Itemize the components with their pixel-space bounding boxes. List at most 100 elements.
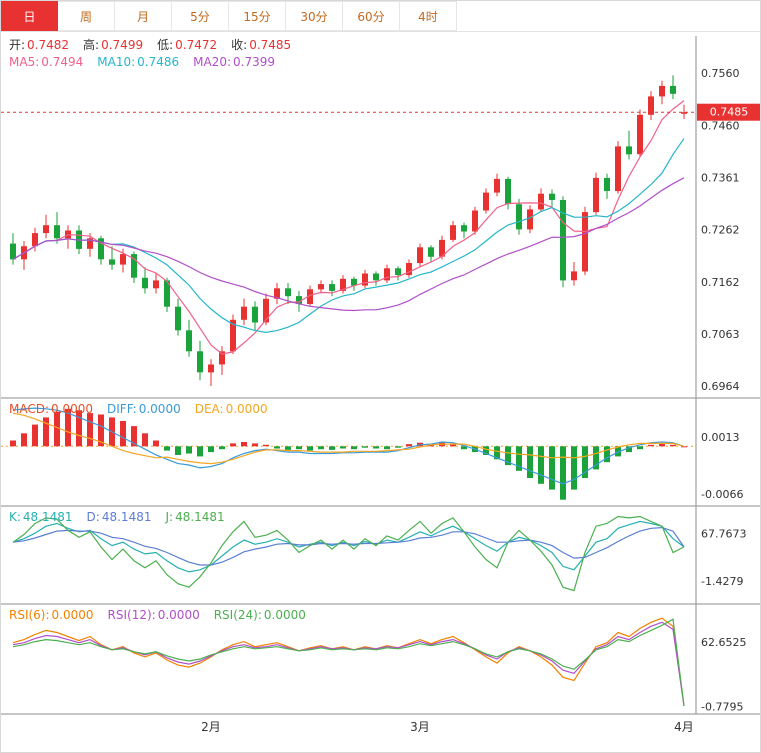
macd-bar [153, 440, 159, 447]
rsi-axis-tick: -0.7795 [701, 701, 743, 714]
candle-body [384, 268, 390, 281]
candle-body [307, 289, 313, 304]
macd-bar [527, 446, 533, 478]
macd-value: MACD: 0.0000 [9, 402, 94, 416]
macd-bar [274, 446, 280, 449]
candle-body [175, 306, 181, 331]
candle-body [153, 280, 159, 289]
macd-bar [362, 446, 368, 448]
ma20-line [12, 177, 685, 312]
price-axis-tick: 0.6964 [701, 380, 740, 393]
tab-week[interactable]: 周 [58, 1, 115, 31]
candle-body [98, 238, 104, 260]
macd-bar [560, 446, 566, 500]
x-axis-month-label: 3月 [410, 720, 430, 734]
macd-bar [131, 426, 137, 447]
price-axis-tick: 0.7361 [701, 171, 740, 184]
candle-body [164, 280, 170, 307]
candle-body [362, 273, 368, 286]
macd-bar [120, 421, 126, 447]
ma10-readout: MA10: 0.7486 [97, 55, 180, 69]
candle-body [219, 351, 225, 365]
candle-body [549, 193, 555, 200]
candle-body [87, 238, 93, 249]
candle-body [131, 254, 137, 278]
candle-body [560, 200, 566, 281]
rsi24-line [12, 618, 685, 706]
macd-bar [318, 446, 324, 450]
macd-bar [659, 443, 665, 447]
candle-body [461, 225, 467, 232]
macd-bar [461, 446, 467, 450]
price-axis-tick: 0.7162 [701, 276, 740, 289]
macd-bar [549, 446, 555, 490]
candle-body [571, 271, 577, 281]
candle-body [626, 146, 632, 155]
macd-bar [373, 446, 379, 449]
macd-bar [197, 446, 203, 457]
macd-bar [593, 446, 599, 470]
macd-readout: MACD: 0.0000 DIFF: 0.0000 DEA: 0.0000 [9, 402, 268, 416]
price-axis-tick: 0.7063 [701, 328, 740, 341]
macd-bar [252, 443, 258, 447]
macd-bar [307, 446, 313, 451]
macd-axis-tick: -0.0066 [701, 488, 743, 501]
chart-canvas[interactable]: 0.7485 0.7560 0.7460 0.7361 0.7262 0.7162 0.70… [1, 31, 761, 753]
rsi24-value: RSI(24): 0.0000 [213, 608, 306, 622]
low-readout: 低: 0.7472 [157, 38, 218, 52]
candle-body [109, 259, 115, 265]
macd-bar [450, 443, 456, 447]
macd-bar [329, 446, 335, 450]
macd-bar [208, 446, 214, 453]
price-axis-tick: 0.7460 [701, 119, 740, 132]
tab-60min[interactable]: 60分 [343, 1, 400, 31]
candle-body [637, 114, 643, 155]
rsi-readout: RSI(6): 0.0000 RSI(12): 0.0000 RSI(24): 0.0… [9, 608, 306, 622]
candle-body [373, 273, 379, 281]
candle-body [142, 277, 148, 289]
macd-bar [670, 444, 676, 447]
candle-body [10, 243, 16, 260]
candle-body [208, 364, 214, 373]
macd-bar [384, 446, 390, 450]
kdj-k-line [12, 520, 685, 573]
x-axis-month-label: 4月 [674, 720, 694, 734]
macd-bar [230, 443, 236, 447]
candle-body [417, 247, 423, 264]
macd-bar [351, 446, 357, 450]
ohlc-readout: 开: 0.7482 高: 0.7499 低: 0.7472 收: 0.7485 [9, 38, 291, 52]
candle-body [54, 225, 60, 239]
tab-5min[interactable]: 5分 [172, 1, 229, 31]
ma20-readout: MA20: 0.7399 [193, 55, 275, 69]
tab-day[interactable]: 日 [1, 1, 58, 31]
j-value: J: 48.1481 [165, 510, 225, 524]
candle-body [285, 288, 291, 297]
candle-body [604, 177, 610, 191]
candle-body [670, 85, 676, 94]
macd-bar [615, 446, 621, 457]
tab-4hour[interactable]: 4时 [400, 1, 457, 31]
candle-body [494, 178, 500, 193]
kdj-j-line [12, 515, 685, 592]
candle-body [483, 192, 489, 211]
tab-month[interactable]: 月 [115, 1, 172, 31]
macd-bar [186, 446, 192, 454]
macd-bar [395, 446, 401, 448]
candle-body [340, 278, 346, 291]
ma5-readout: MA5: 0.7494 [9, 55, 84, 69]
candle-body [582, 212, 588, 272]
candle-body [648, 96, 654, 115]
candle-body [406, 263, 412, 276]
kdj-axis-tick: -1.4279 [701, 575, 743, 588]
ma5-line [12, 100, 685, 355]
tab-30min[interactable]: 30分 [286, 1, 343, 31]
macd-bar [43, 417, 49, 447]
candle-body [186, 330, 192, 352]
tab-15min[interactable]: 15分 [229, 1, 286, 31]
macd-bar [32, 424, 38, 447]
current-price-tag [697, 103, 760, 121]
rsi6-value: RSI(6): 0.0000 [9, 608, 94, 622]
macd-bar [142, 433, 148, 447]
macd-bar [626, 446, 632, 453]
